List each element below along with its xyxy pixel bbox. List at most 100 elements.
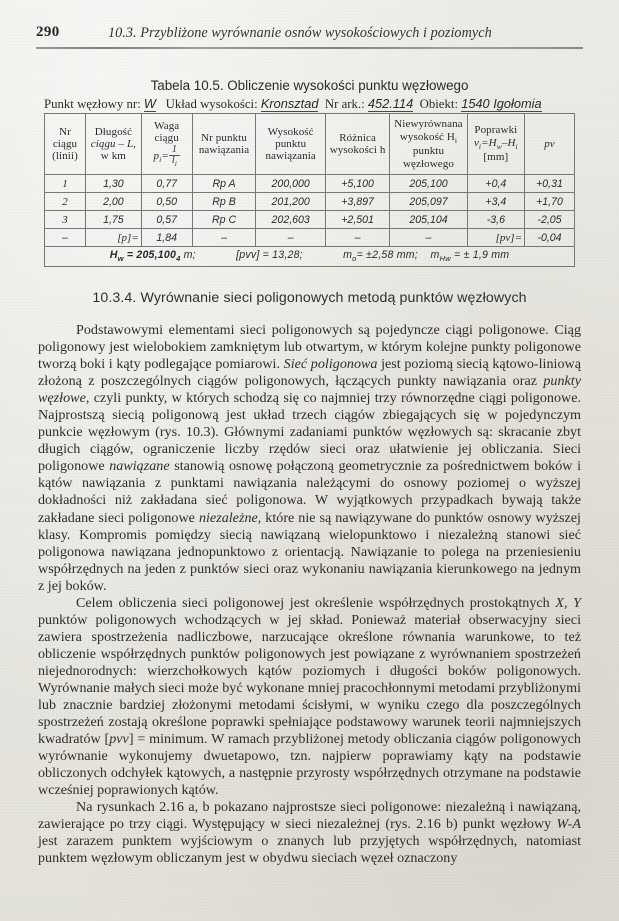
hw-unit: m; [180,249,196,262]
head-line: ciągu [154,132,179,145]
cell-sum-waga: 1,84 [140,228,193,247]
cell-waga: 0,50 [140,192,193,211]
emphasis-nawiazane: nawiązane [109,458,170,475]
page-number: 290 [36,24,60,40]
para-text: Podstawowymi elementami sieci poligonowy… [38,322,581,373]
col-head-nr-ciagu: Nr ciągu (linii) [44,113,86,175]
table-footer-row: Hw = 205,1004 m; [pvv] = 13,28; mo= ±2,5… [44,246,575,267]
hw-label: Hw = 205,1004 [109,249,181,264]
head-line: Długość [94,125,133,138]
head-line: punktu [275,137,307,150]
head-line: Różnica [339,131,376,144]
cell-roznica: – [324,228,391,247]
col-head-niewyrownana: Niewyrównana wysokość Hi punktu węzłoweg… [389,113,468,175]
info-value-system: Kronsztad [260,96,319,112]
table-info-line: Punkt węzłowy nr: W Układ wysokości: Kro… [44,96,542,112]
cell-wysokosc: 202,603 [255,210,326,229]
emphasis-punkty-wezlowe: punkty węzłowe [38,373,581,407]
cell-roznica: +5,100 [324,174,391,193]
emphasis-xy: X, Y [555,594,581,611]
table-header-row: Nr ciągu (linii) Długość ciągu – L, w km… [44,113,575,175]
head-line: wysokość Hi [399,130,458,145]
cell-poprawki: -3,6 [466,210,526,229]
mo-value: mo= ±2,58 mm; [343,249,418,264]
cell-nr-punktu: Rp A [191,174,257,193]
cell-wysokosc: 200,000 [255,174,326,193]
col-head-wysokosc: Wysokość punktu nawiązania [255,113,326,175]
running-head-title: 10.3. Przybliżone wyrównanie osnów wysok… [108,25,492,41]
head-line: wysokości h [329,144,386,156]
col-head-poprawki: Poprawki vi=Hw–Hi [mm] [466,113,526,175]
para-text: Celem obliczenia sieci poligonowej jest … [76,594,556,611]
results-table: Nr ciągu (linii) Długość ciągu – L, w km… [44,113,575,267]
cell-wysokosc: – [255,228,326,247]
cell-nr: 1 [44,174,86,193]
info-label-sheet: Nr ark.: [324,97,365,111]
head-line: w km [100,150,126,163]
table-body: 1 1,30 0,77 Rp A 200,000 +5,100 205,100 … [44,174,575,267]
head-line: ciągu – L, [90,137,137,150]
para-text: , które nie są nawiązywane do punktów os… [38,509,581,594]
cell-poprawki: +3,4 [466,192,526,211]
cell-niewyrownana: 205,104 [389,210,468,229]
para-text: punktów poligonowych wchodzących w jej s… [38,611,581,748]
head-line: Poprawki [474,124,518,137]
table-row: 3 1,75 0,57 Rp C 202,603 +2,501 205,104 … [44,210,575,229]
cell-nr-punktu: Rp B [191,192,257,211]
cell-sum-pv: -0,04 [524,228,575,247]
section-heading: 10.3.4. Wyrównanie sieci poligonowych me… [92,290,527,306]
info-value-sheet: 452.114 [367,96,414,112]
table-footer-formulas: Hw = 205,1004 m; [pvv] = 13,28; mo= ±2,5… [44,246,575,267]
cell-dlugosc: 1,30 [85,174,142,193]
paragraph-3: Na rysunkach 2.16 a, b pokazano najprost… [38,799,581,867]
cell-nr-punktu: Rp C [191,210,257,229]
head-line: Niewyrównana [394,118,463,131]
head-line: Nr punktu [201,131,247,144]
head-line: węzłowego [402,157,454,170]
info-value-point: W [143,96,156,112]
cell-nr-punktu: – [191,228,257,247]
col-head-waga: Waga ciągu pi= 1 li [140,113,193,175]
cell-roznica: +2,501 [324,210,391,229]
cell-pv: +0,31 [524,174,575,193]
cell-waga: 0,57 [140,210,193,229]
para-text: , czyli punkty, w których schodzą się co… [38,390,581,475]
para-text: Na rysunkach 2.16 a, b pokazano najprost… [38,799,581,833]
cell-niewyrownana: 205,100 [389,174,468,193]
col-head-pv: pv [524,113,575,175]
cell-nr: 3 [44,210,86,229]
pvv-value: [pvv] = 13,28; [236,249,303,262]
frac-den: li [171,155,177,169]
cell-roznica: +3,897 [324,192,391,211]
info-label-point: Punkt węzłowy nr: [44,97,141,111]
col-head-dlugosc: Długość ciągu – L, w km [85,113,142,175]
para-text: jest zarazem punktem wyjściowym o znanyc… [38,833,581,867]
head-line: nawiązania [265,150,316,163]
table-header: Nr ciągu (linii) Długość ciągu – L, w km… [44,113,575,175]
cell-waga: 0,77 [140,174,193,193]
cell-sum-p-label: [p]= [85,228,142,247]
info-label-system: Układ wysokości: [165,97,258,111]
para-text: jest poziomą siecią kątowo-liniową złożo… [38,356,581,390]
paragraph-1: Podstawowymi elementami sieci poligonowy… [38,322,581,595]
fraction: 1 li [168,144,180,169]
header-rule [36,47,583,49]
head-line: ciągu [52,137,78,150]
head-line: punktu [412,145,445,158]
para-text: ] = minimum. W ramach przybliżonej metod… [38,731,581,799]
body-text: Podstawowymi elementami sieci poligonowy… [38,322,581,868]
paragraph-2: Celem obliczenia sieci poligonowej jest … [38,595,581,800]
cell-nr: – [44,228,86,247]
info-label-object: Obiekt: [419,97,458,111]
head-line: Waga [154,119,180,132]
emphasis-wa: W-A [556,816,581,833]
para-text: stanowią osnowę połączoną geometrycznie … [38,458,581,526]
col-head-roznica: Różnica wysokości h [324,113,391,175]
poprawki-formula: vi=Hw–Hi [473,136,518,151]
col-head-nr-punktu: Nr punktu nawiązania [191,113,257,175]
mhw-value: mHw = ± 1,9 mm [430,249,510,264]
cell-poprawki: +0,4 [466,174,526,193]
head-line: pv [544,137,555,150]
head-line: nawiązania [198,144,250,156]
